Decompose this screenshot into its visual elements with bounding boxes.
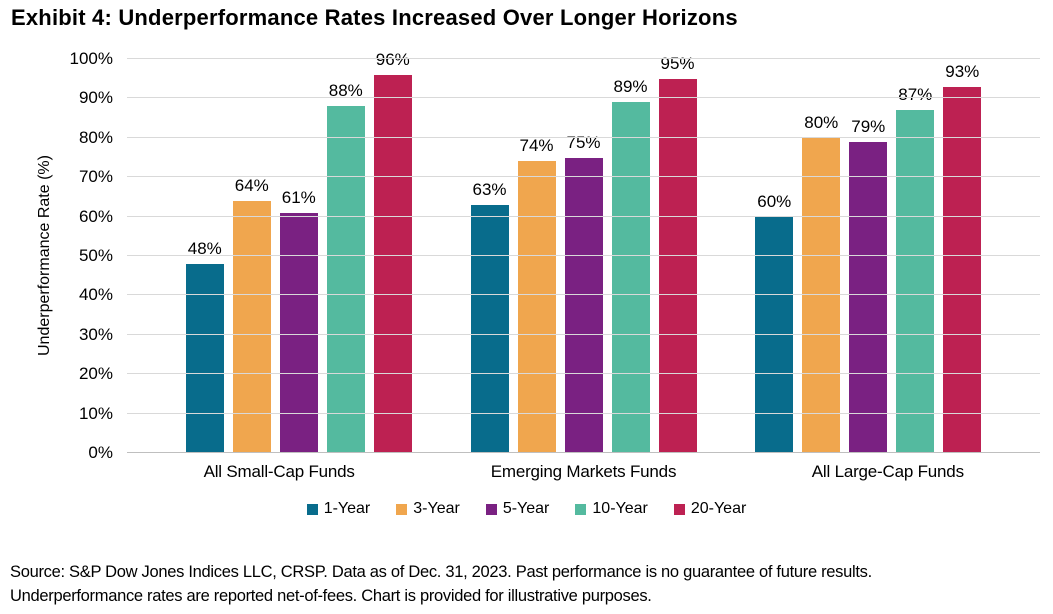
bar-value-label: 87%: [898, 85, 933, 105]
bar-3-year: [802, 137, 841, 453]
legend-swatch-icon: [485, 503, 497, 515]
y-tick-label: 100%: [69, 49, 113, 68]
category-label: All Small-Cap Funds: [203, 462, 355, 481]
bar-slot: 96%: [373, 50, 412, 453]
bar-slot: 60%: [755, 59, 794, 453]
legend-item-3-year: 3-Year: [396, 500, 460, 518]
bar-value-label: 88%: [328, 81, 363, 101]
bar-value-label: 96%: [375, 49, 410, 69]
bar-value-label: 79%: [851, 116, 886, 136]
x-axis-line: [127, 452, 1040, 453]
bar-3-year: [232, 200, 271, 453]
bar-slot: 89%: [611, 59, 650, 453]
bar-value-label: 60%: [757, 191, 792, 211]
gridline: [127, 294, 1040, 296]
y-tick-label: 0%: [88, 443, 113, 462]
gridline: [127, 255, 1040, 256]
bar-group: 63% 74% 75% 89% 95%: [470, 54, 697, 453]
bar-slot: 61%: [279, 59, 318, 453]
legend-label: 5-Year: [502, 500, 550, 517]
gridline: [127, 412, 1040, 414]
legend-item-5-year: 5-Year: [485, 500, 550, 518]
y-tick-label: 60%: [78, 206, 113, 226]
legend-item-1-year: 1-Year: [306, 500, 371, 518]
legend-label: 3-Year: [413, 500, 460, 517]
y-tick-label: 10%: [78, 403, 113, 423]
y-tick-label: 20%: [78, 364, 113, 384]
bar-value-label: 61%: [281, 187, 316, 207]
category-label: Emerging Markets Funds: [490, 462, 677, 481]
bar-value-label: 93%: [945, 61, 980, 81]
legend-swatch-icon: [575, 503, 587, 515]
legend-item-10-year: 10-Year: [575, 500, 648, 518]
plot-area: 48% 64% 61% 88% 96% 63% 74% 75% 89% 95% 60% 80% 79% 8…: [127, 50, 1040, 453]
bar-slot: 80%: [802, 59, 841, 453]
y-tick-label: 80%: [78, 127, 113, 147]
bar-20-year: [658, 78, 697, 453]
bar-group: 48% 64% 61% 88% 96%: [185, 50, 412, 453]
source-note-line1: Source: S&P Dow Jones Indices LLC, CRSP.…: [10, 563, 872, 581]
gridline: [127, 176, 1040, 178]
legend-swatch-icon: [673, 503, 685, 515]
gridline: [127, 373, 1040, 375]
y-axis-ticks: 0% 10% 20% 30% 40% 50% 60% 70% 80% 90% 100%: [0, 49, 113, 462]
legend-item-20-year: 20-Year: [673, 500, 747, 518]
bar-slot: 79%: [849, 59, 888, 453]
category-label: All Large-Cap Funds: [811, 462, 964, 481]
bar-slot: 48%: [185, 59, 224, 453]
source-note-line2: Underperformance rates are reported net-…: [10, 587, 652, 605]
bar-5-year: [849, 141, 888, 453]
bar-1-year: [185, 263, 224, 453]
bar-slot: 88%: [326, 59, 365, 453]
bar-value-label: 48%: [187, 238, 222, 258]
gridline: [127, 215, 1040, 217]
bar-1-year: [470, 204, 509, 453]
legend-label: 20-Year: [690, 500, 747, 517]
gridline: [127, 58, 1040, 59]
bar-value-label: 64%: [234, 175, 269, 195]
bar-value-label: 63%: [472, 179, 507, 199]
y-tick-label: 30%: [78, 324, 113, 344]
bar-slot: 93%: [943, 59, 982, 453]
bar-20-year: [373, 74, 412, 453]
bar-slot: 75%: [564, 59, 603, 453]
legend-label: 10-Year: [592, 500, 648, 517]
bar-10-year: [896, 110, 935, 453]
bar-slot: 63%: [470, 59, 509, 453]
y-tick-label: 50%: [78, 246, 113, 265]
gridline: [127, 136, 1040, 138]
y-tick-label: 90%: [78, 88, 113, 108]
bar-slot: 87%: [896, 59, 935, 453]
y-tick-label: 70%: [78, 167, 113, 187]
bar-value-label: 89%: [613, 77, 648, 97]
x-axis-category-labels: All Small-Cap Funds Emerging Markets Fund…: [127, 462, 1040, 482]
legend-swatch-icon: [306, 503, 318, 515]
bar-slot: 95%: [658, 54, 697, 453]
legend-swatch-icon: [396, 503, 408, 515]
bar-20-year: [943, 86, 982, 453]
bar-value-label: 74%: [519, 136, 554, 156]
bar-value-label: 95%: [660, 53, 695, 73]
bar-10-year: [326, 106, 365, 453]
bar-slot: 74%: [517, 59, 556, 453]
legend-label: 1-Year: [323, 500, 371, 517]
y-tick-label: 40%: [78, 285, 113, 305]
bar-5-year: [564, 157, 603, 453]
bar-value-label: 80%: [804, 112, 839, 132]
bar-groups: 48% 64% 61% 88% 96% 63% 74% 75% 89% 95% 60% 80% 79% 8…: [127, 50, 1040, 453]
bar-group: 60% 80% 79% 87% 93%: [755, 59, 982, 453]
gridline: [127, 333, 1040, 335]
bar-3-year: [517, 161, 556, 453]
bar-slot: 64%: [232, 59, 271, 453]
bar-10-year: [611, 102, 650, 453]
legend: 1-Year 3-Year 5-Year 10-Year 20-Year: [0, 500, 1053, 518]
source-note: Source: S&P Dow Jones Indices LLC, CRSP.…: [10, 560, 1045, 608]
bar-value-label: 75%: [566, 132, 601, 152]
gridline: [127, 97, 1040, 99]
chart-title: Exhibit 4: Underperformance Rates Increa…: [11, 5, 738, 30]
